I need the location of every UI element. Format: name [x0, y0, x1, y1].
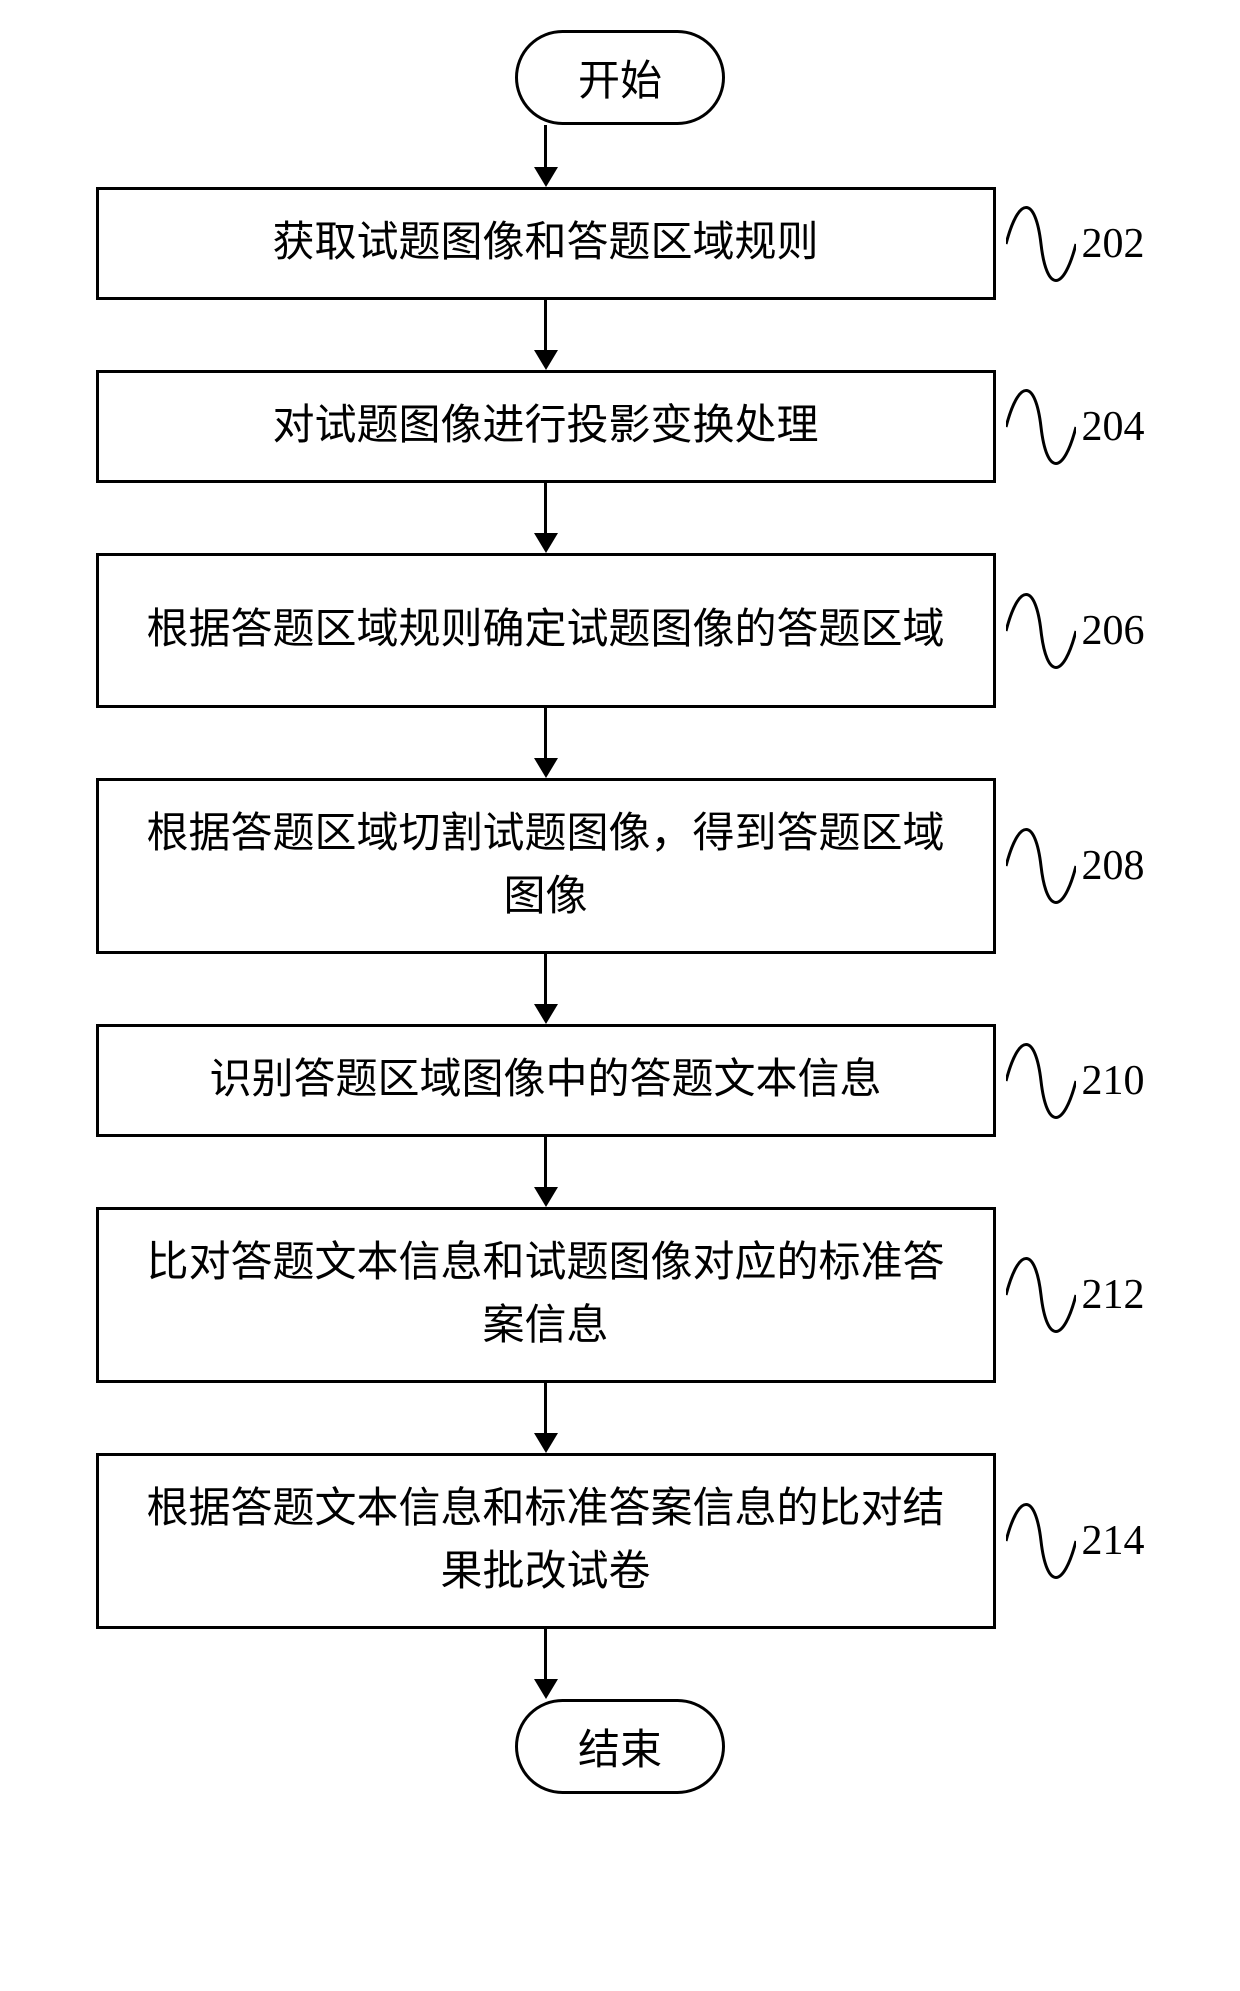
arrow	[534, 1137, 558, 1207]
arrow-wrapper	[96, 1137, 996, 1207]
end-terminal: 结束	[515, 1699, 725, 1794]
step-label-wrap: 214	[1006, 1491, 1145, 1591]
wave-connector-icon	[1006, 816, 1076, 916]
process-box: 比对答题文本信息和试题图像对应的标准答案信息	[96, 1207, 996, 1383]
step-row: 获取试题图像和答题区域规则 202	[96, 187, 1145, 300]
arrow	[534, 708, 558, 778]
wave-connector-icon	[1006, 1491, 1076, 1591]
wave-connector-icon	[1006, 194, 1076, 294]
process-box: 根据答题区域切割试题图像，得到答题区域图像	[96, 778, 996, 954]
arrow-head-icon	[534, 350, 558, 370]
wave-connector-icon	[1006, 581, 1076, 681]
step-row: 识别答题区域图像中的答题文本信息 210	[96, 1024, 1145, 1137]
arrow-wrapper	[96, 1383, 996, 1453]
step-label-wrap: 212	[1006, 1245, 1145, 1345]
arrow-head-icon	[534, 533, 558, 553]
step-number: 210	[1082, 1057, 1145, 1105]
arrow	[534, 483, 558, 553]
wave-connector-icon	[1006, 1031, 1076, 1131]
arrow	[534, 1629, 558, 1699]
step-number: 208	[1082, 842, 1145, 890]
arrow-head-icon	[534, 1187, 558, 1207]
process-box: 获取试题图像和答题区域规则	[96, 187, 996, 300]
wave-connector-icon	[1006, 1245, 1076, 1345]
process-box: 根据答题文本信息和标准答案信息的比对结果批改试卷	[96, 1453, 996, 1629]
arrow-line	[544, 1629, 547, 1679]
arrow-head-icon	[534, 758, 558, 778]
arrow-line	[544, 1383, 547, 1433]
arrow-head-icon	[534, 1433, 558, 1453]
arrow-line	[544, 1137, 547, 1187]
arrow-line	[544, 483, 547, 533]
process-box: 对试题图像进行投影变换处理	[96, 370, 996, 483]
step-row: 根据答题文本信息和标准答案信息的比对结果批改试卷 214	[96, 1453, 1145, 1629]
arrow	[534, 954, 558, 1024]
step-label-wrap: 208	[1006, 816, 1145, 916]
step-row: 根据答题区域切割试题图像，得到答题区域图像 208	[96, 778, 1145, 954]
arrow-wrapper	[96, 125, 996, 187]
step-row: 根据答题区域规则确定试题图像的答题区域 206	[96, 553, 1145, 708]
step-number: 214	[1082, 1517, 1145, 1565]
arrow-line	[544, 954, 547, 1004]
step-number: 204	[1082, 403, 1145, 451]
end-wrapper: 结束	[170, 1699, 1070, 1794]
arrow-head-icon	[534, 167, 558, 187]
step-label-wrap: 210	[1006, 1031, 1145, 1131]
arrow-line	[544, 125, 547, 167]
arrow-line	[544, 300, 547, 350]
arrow-wrapper	[96, 708, 996, 778]
step-number: 212	[1082, 1271, 1145, 1319]
flowchart-container: 开始 获取试题图像和答题区域规则 202 对试题图像进行投影变换处理 204 根据答题区…	[70, 30, 1170, 1794]
process-box: 识别答题区域图像中的答题文本信息	[96, 1024, 996, 1137]
step-number: 202	[1082, 220, 1145, 268]
step-label-wrap: 204	[1006, 377, 1145, 477]
arrow	[534, 300, 558, 370]
step-row: 对试题图像进行投影变换处理 204	[96, 370, 1145, 483]
step-label-wrap: 206	[1006, 581, 1145, 681]
arrow-wrapper	[96, 954, 996, 1024]
start-wrapper: 开始	[170, 30, 1070, 125]
arrow-head-icon	[534, 1679, 558, 1699]
arrow-wrapper	[96, 483, 996, 553]
arrow-head-icon	[534, 1004, 558, 1024]
step-label-wrap: 202	[1006, 194, 1145, 294]
step-number: 206	[1082, 607, 1145, 655]
arrow	[534, 125, 558, 187]
process-box: 根据答题区域规则确定试题图像的答题区域	[96, 553, 996, 708]
step-row: 比对答题文本信息和试题图像对应的标准答案信息 212	[96, 1207, 1145, 1383]
wave-connector-icon	[1006, 377, 1076, 477]
arrow-line	[544, 708, 547, 758]
arrow-wrapper	[96, 1629, 996, 1699]
arrow	[534, 1383, 558, 1453]
arrow-wrapper	[96, 300, 996, 370]
start-terminal: 开始	[515, 30, 725, 125]
